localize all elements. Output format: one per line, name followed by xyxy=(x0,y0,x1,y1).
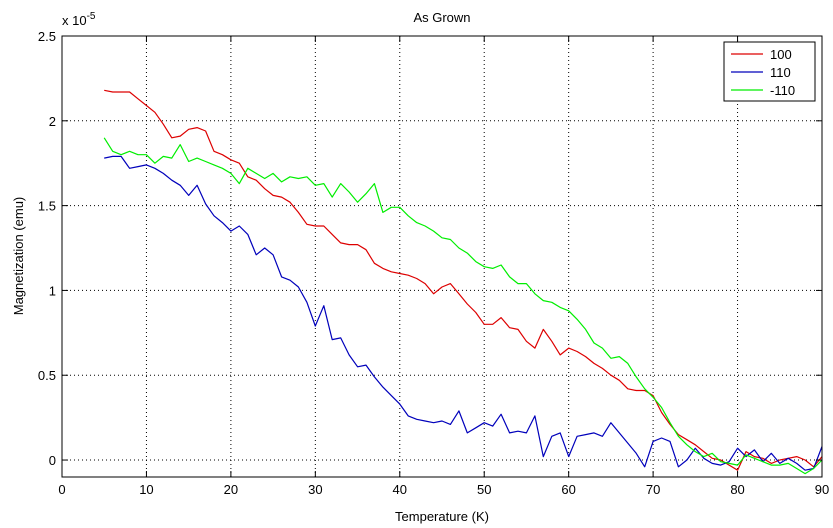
legend-label--110: -110 xyxy=(770,83,795,98)
y-tick-label: 0 xyxy=(49,453,56,468)
y-multiplier-base: x 10 xyxy=(62,13,87,28)
series-layer xyxy=(103,89,823,475)
series-line-110 xyxy=(104,155,823,471)
x-tick-label: 50 xyxy=(477,482,491,497)
axis-ticks: 0 10 20 30 40 50 60 70 80 90 0 0.5 1 1.5 2 2.5 xyxy=(38,29,829,497)
y-tick-label: 1 xyxy=(49,283,56,298)
y-tick-label: 1.5 xyxy=(38,199,56,214)
y-tick-label: 0.5 xyxy=(38,368,56,383)
y-tick-label: 2.5 xyxy=(38,29,56,44)
plot-frame xyxy=(61,35,823,478)
y-multiplier-label: x 10-5 xyxy=(62,11,96,28)
chart-title: As Grown xyxy=(413,10,470,25)
series-line-100 xyxy=(104,89,823,471)
x-tick-label: 90 xyxy=(815,482,829,497)
y-axis-label: Magnetization (emu) xyxy=(11,197,26,316)
legend-label-100: 100 xyxy=(770,47,792,62)
x-tick-label: 0 xyxy=(58,482,65,497)
x-tick-label: 20 xyxy=(224,482,238,497)
x-tick-label: 10 xyxy=(139,482,153,497)
x-tick-label: 80 xyxy=(730,482,744,497)
x-axis-label: Temperature (K) xyxy=(395,509,489,524)
legend: 100 110 -110 xyxy=(723,41,816,102)
x-tick-label: 30 xyxy=(308,482,322,497)
legend-label-110: 110 xyxy=(770,65,791,80)
x-tick-label: 70 xyxy=(646,482,660,497)
y-multiplier-exponent: -5 xyxy=(87,11,96,22)
x-tick-label: 60 xyxy=(561,482,575,497)
grid-lines xyxy=(62,36,822,477)
y-tick-label: 2 xyxy=(49,114,56,129)
series-line--110 xyxy=(103,137,823,475)
x-tick-label: 40 xyxy=(393,482,407,497)
